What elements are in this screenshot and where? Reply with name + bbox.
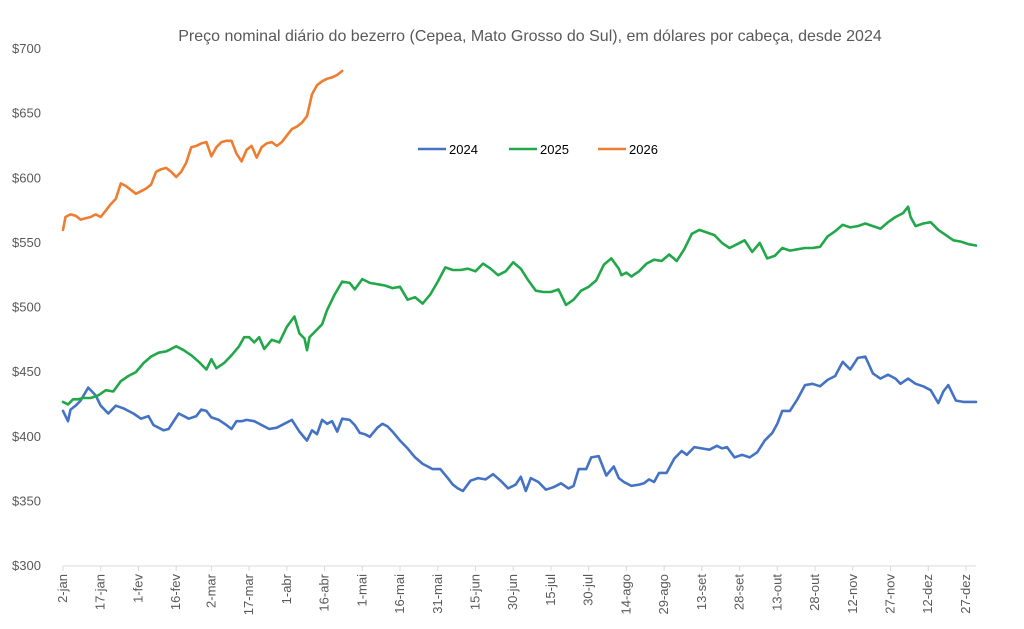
x-tick-label: 15-jul <box>543 574 558 606</box>
x-tick-label: 17-jan <box>93 574 108 610</box>
x-tick-label: 1-mai <box>354 574 369 607</box>
x-tick-label: 28-set <box>732 574 747 611</box>
legend: 2024 2025 2026 <box>418 142 658 157</box>
legend-label-2025: 2025 <box>540 142 569 157</box>
legend-label-2026: 2026 <box>629 142 658 157</box>
x-tick-label: 27-dez <box>958 574 973 614</box>
y-tick-label: $700 <box>12 41 41 56</box>
x-tick-label: 30-jul <box>581 574 596 606</box>
x-tick-label: 28-out <box>807 574 822 611</box>
x-tick-label: 29-ago <box>656 574 671 614</box>
x-tick-label: 16-fev <box>168 574 183 611</box>
x-tick-label: 16-abr <box>317 573 332 611</box>
y-tick-label: $550 <box>12 235 41 250</box>
x-tick-label: 1-abr <box>279 573 294 604</box>
y-tick-label: $600 <box>12 170 41 185</box>
x-tick-label: 16-mai <box>392 574 407 614</box>
y-tick-label: $500 <box>12 300 41 315</box>
x-tick-label: 31-mai <box>430 574 445 614</box>
x-axis: 2-jan 17-jan 1-fev 16-fev 2-mar 17-mar 1-abr 16… <box>55 565 976 615</box>
x-tick-label: 14-ago <box>618 574 633 614</box>
x-tick-label: 27-nov <box>882 574 897 614</box>
x-tick-label: 13-set <box>694 574 709 611</box>
y-tick-label: $450 <box>12 364 41 379</box>
chart-title: Preço nominal diário do bezerro (Cepea, … <box>178 28 882 45</box>
legend-label-2024: 2024 <box>449 142 478 157</box>
y-tick-label: $350 <box>12 493 41 508</box>
series-line-2025 <box>61 205 978 406</box>
series-layer <box>61 69 978 493</box>
x-tick-label: 2-mar <box>203 573 218 608</box>
y-tick-label: $400 <box>12 429 41 444</box>
y-tick-label: $650 <box>12 106 41 121</box>
y-axis: $300 $350 $400 $450 $500 $550 $600 $650 $700 <box>12 41 41 573</box>
series-line-2026 <box>61 69 344 232</box>
series-line-2024 <box>61 355 978 493</box>
x-tick-label: 17-mar <box>241 573 256 615</box>
x-tick-label: 12-nov <box>845 574 860 614</box>
y-tick-label: $300 <box>12 558 41 573</box>
x-tick-label: 15-jun <box>467 574 482 610</box>
x-tick-label: 13-out <box>769 574 784 611</box>
x-tick-label: 1-fev <box>130 574 145 603</box>
x-tick-label: 30-jun <box>505 574 520 610</box>
x-tick-label: 2-jan <box>55 574 70 603</box>
x-tick-label: 12-dez <box>920 574 935 614</box>
